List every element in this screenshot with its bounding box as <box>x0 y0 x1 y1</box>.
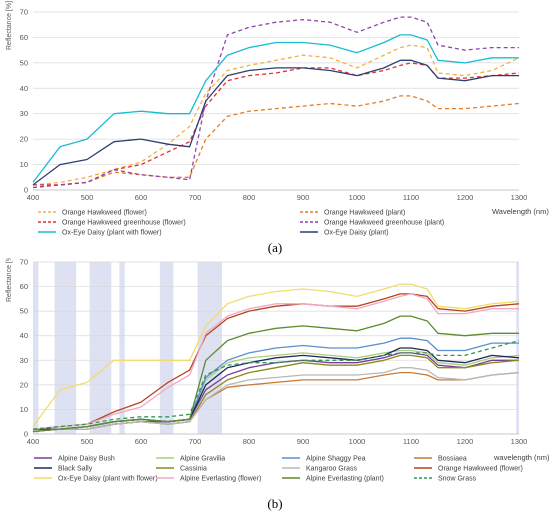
legend-label: Alpine Daisy Bush <box>58 456 115 463</box>
x-tick-label: 400 <box>27 193 40 202</box>
legend-label: Kangaroo Grass <box>306 466 357 473</box>
panel-label-a: (a) <box>267 240 283 255</box>
x-tick-label: 600 <box>135 437 148 446</box>
y-tick-label: 0 <box>24 186 28 195</box>
x-tick-label: 900 <box>297 437 310 446</box>
shaded-band <box>159 262 174 434</box>
legend-label: Alpine Shaggy Pea <box>306 456 366 463</box>
y-tick-label: 50 <box>20 307 28 316</box>
legend-label: Ox-Eye Daisy (plant with flower) <box>58 476 158 483</box>
legend-label: Orange Hawkweed greenhouse (plant) <box>324 220 444 227</box>
legend-label: Alpine Everlasting (flower) <box>180 476 261 483</box>
legend-label: Orange Hawkweed (flower) <box>438 466 523 473</box>
x-tick-label: 700 <box>189 193 202 202</box>
legend-label: Alpine Everlasting (plant) <box>306 476 384 483</box>
y-tick-label: 30 <box>20 356 28 365</box>
series-line <box>32 367 520 433</box>
x-tick-label: 800 <box>243 437 256 446</box>
legend-label: Black Sally <box>58 466 93 473</box>
legend-label: Ox-Eye Daisy (plant) <box>324 230 389 237</box>
panel-label-b: (b) <box>267 496 283 511</box>
x-tick-label: 1100 <box>403 193 419 202</box>
y-axis-title: Reflectance [%] <box>6 258 13 302</box>
legend-label: Cassinia <box>180 466 207 473</box>
series-line <box>32 44 520 186</box>
series-line <box>32 293 519 430</box>
shaded-band <box>516 262 519 434</box>
x-tick-label: 1200 <box>457 193 474 202</box>
y-tick-label: 40 <box>20 331 28 340</box>
legend-label: Ox-Eye Daisy (plant with flower) <box>62 230 162 237</box>
series-line <box>32 293 520 430</box>
shaded-band <box>89 262 112 434</box>
y-tick-label: 70 <box>20 258 28 267</box>
x-tick-label: 600 <box>135 193 148 202</box>
y-tick-label: 40 <box>20 84 28 93</box>
y-tick-label: 10 <box>20 160 28 169</box>
y-tick-label: 0 <box>24 430 28 439</box>
x-tick-label: 1300 <box>511 437 528 446</box>
y-tick-label: 70 <box>20 8 28 17</box>
legend-label: Snow Grass <box>438 476 477 483</box>
series-line <box>32 315 519 433</box>
x-tick-label: 1300 <box>511 193 528 202</box>
x-tick-label: 500 <box>81 437 94 446</box>
y-tick-label: 60 <box>20 33 28 42</box>
x-tick-label: 900 <box>297 193 310 202</box>
shaded-band <box>119 262 125 434</box>
x-axis-title: Wavelength (nm) <box>492 207 549 216</box>
x-tick-label: 1000 <box>349 437 366 446</box>
legend-label: Orange Hawkweed greenhouse (flower) <box>62 220 186 227</box>
y-tick-label: 50 <box>20 58 28 67</box>
x-tick-label: 1200 <box>457 437 474 446</box>
series-line <box>32 34 519 183</box>
chart-a-plot: 0 10 20 30 40 50 60 70 400 500 600 700 800 900 1000 110… <box>6 1 549 237</box>
y-tick-label: 10 <box>20 405 28 414</box>
chart-a: 0 10 20 30 40 50 60 70 400 500 600 700 800 900 1000 110… <box>6 1 549 237</box>
y-tick-label: 30 <box>20 109 28 118</box>
x-tick-label: 800 <box>243 193 256 202</box>
y-tick-label: 60 <box>20 282 28 291</box>
series-line <box>32 283 520 427</box>
chart-b-plot: 0 10 20 30 40 50 60 70 400 500 600 700 800 900 1000 110… <box>6 258 550 483</box>
shaded-band <box>54 262 77 434</box>
series-line <box>33 62 520 186</box>
legend-label: Bossiaea <box>438 456 467 463</box>
y-tick-label: 20 <box>20 380 28 389</box>
y-axis-title: Reflectance [%] <box>6 1 13 50</box>
x-tick-label: 1000 <box>349 193 366 202</box>
legend-label: Alpine Gravilia <box>180 456 225 463</box>
legend-label: Orange Hawkweed (plant) <box>324 210 405 217</box>
x-axis-title: wavelength (nm) <box>493 453 550 462</box>
x-tick-label: 500 <box>81 193 94 202</box>
series-line <box>32 95 520 189</box>
series-line <box>32 59 519 186</box>
series-line <box>32 16 519 189</box>
legend-label: Orange Hawkweed (flower) <box>62 210 147 217</box>
x-tick-label: 1100 <box>403 437 419 446</box>
x-tick-label: 700 <box>189 437 202 446</box>
y-tick-label: 20 <box>20 135 28 144</box>
series-line <box>32 339 520 430</box>
x-tick-label: 400 <box>27 437 40 446</box>
chart-b: 0 10 20 30 40 50 60 70 400 500 600 700 800 900 1000 110… <box>0 258 550 496</box>
shaded-band <box>33 262 39 434</box>
